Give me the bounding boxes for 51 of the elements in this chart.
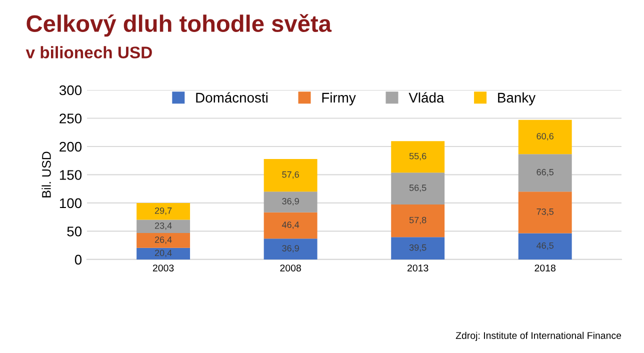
- data-label: 55,6: [409, 152, 426, 160]
- bar: [391, 237, 445, 260]
- y-tick-label: 50: [67, 226, 82, 236]
- bar: [136, 203, 190, 220]
- y-tick-label: 150: [60, 170, 82, 180]
- text: Zdroj: Institute of International Finance: [456, 332, 622, 341]
- chart-title: Celkový dluh tohodle světa: [26, 14, 332, 37]
- data-label: 56,5: [409, 184, 426, 192]
- chart-subtitle: v bilionech USD: [26, 46, 152, 58]
- bar: [264, 212, 318, 239]
- data-label: 36,9: [282, 245, 299, 253]
- bar: [391, 141, 445, 173]
- bar: [264, 159, 318, 192]
- bar: [264, 192, 318, 212]
- legend-label: Banky: [498, 92, 536, 106]
- data-label: 57,6: [282, 171, 299, 179]
- y-axis-title: Bil. USD: [42, 152, 51, 198]
- bar: [136, 248, 190, 260]
- x-tick-label: 2008: [280, 264, 301, 272]
- data-label: 73,5: [536, 208, 554, 216]
- data-label: 46,4: [282, 222, 300, 229]
- bar: [518, 192, 572, 234]
- data-label: 29,7: [154, 207, 172, 215]
- data-label: 20,4: [154, 250, 172, 258]
- data-label: 36,9: [282, 198, 299, 206]
- bar: [518, 154, 572, 192]
- data-label: 57,8: [409, 216, 426, 224]
- data-label: 26,4: [154, 236, 172, 244]
- x-tick-label: 2018: [534, 264, 556, 272]
- bar: [391, 172, 445, 204]
- bar: [518, 120, 572, 154]
- y-tick-label: 100: [60, 198, 82, 208]
- y-tick-label: 300: [59, 85, 82, 96]
- data-label: 46,5: [536, 242, 554, 250]
- data-label: 60,6: [536, 133, 554, 140]
- bar: [136, 233, 190, 248]
- y-tick-label: 0: [74, 254, 82, 265]
- y-tick-label: 200: [60, 142, 82, 152]
- y-tick-label: 250: [60, 114, 82, 124]
- bar: [136, 220, 190, 234]
- legend-label: Domácnosti: [196, 92, 268, 103]
- data-label: 39,5: [409, 244, 426, 252]
- bar: [518, 233, 572, 260]
- data-label: 23,4: [154, 222, 172, 230]
- bar: [264, 238, 318, 260]
- bar: [391, 204, 445, 238]
- legend-label: Vláda: [408, 92, 444, 103]
- x-tick-label: 2013: [408, 264, 428, 272]
- x-tick-label: 2003: [152, 264, 174, 272]
- data-label: 66,5: [536, 168, 554, 176]
- legend-label: Firmy: [322, 92, 356, 106]
